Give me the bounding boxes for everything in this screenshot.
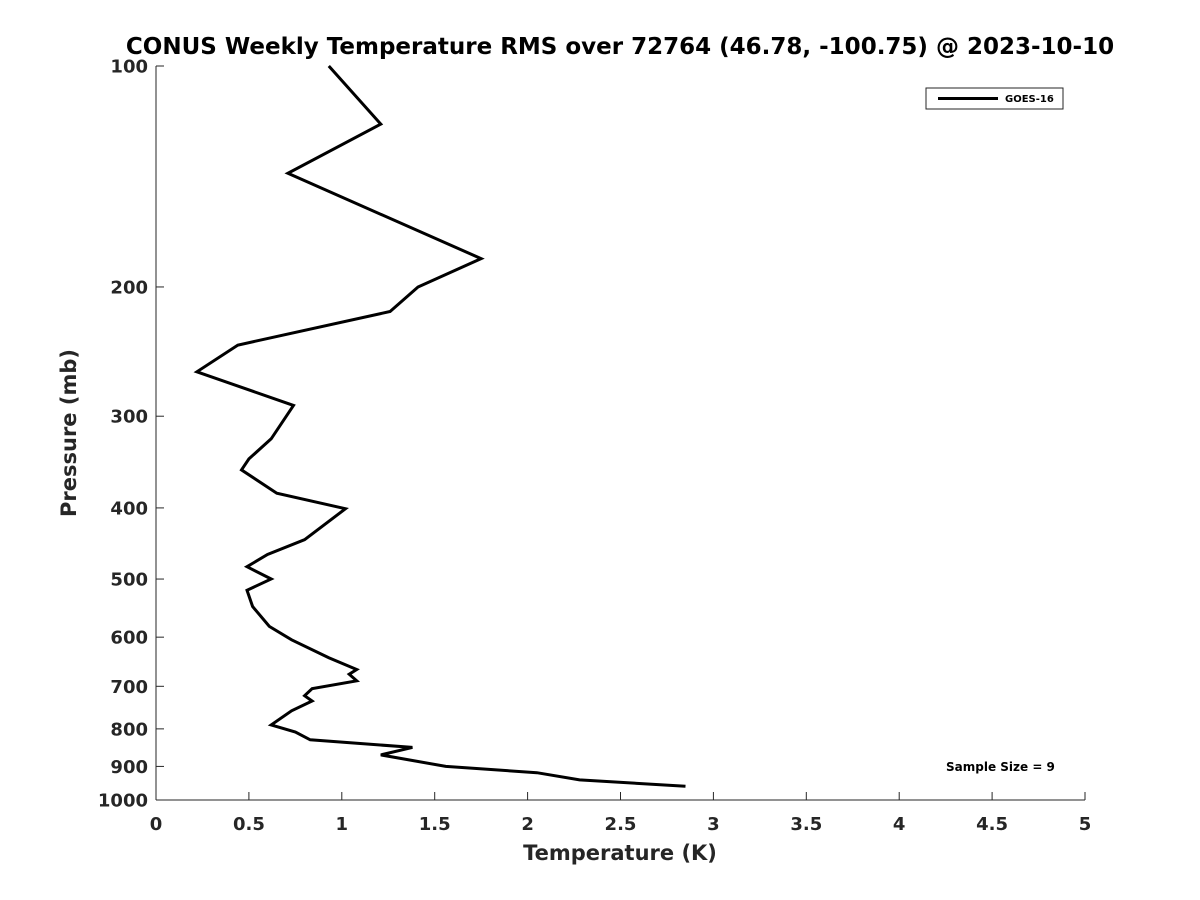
x-tick-label: 0.5 [233, 814, 265, 835]
x-tick-label: 2 [521, 814, 534, 835]
x-tick-group: 0 0.5 1 1.5 2 2.5 3 3.5 4 4.5 5 [150, 792, 1092, 835]
y-tick-label: 700 [110, 677, 148, 698]
x-tick-label: 2.5 [605, 814, 637, 835]
y-tick-label: 400 [110, 498, 148, 519]
x-axis-label: Temperature (K) [523, 841, 717, 865]
legend-label-goes-16: GOES-16 [1005, 94, 1054, 105]
plot-area: 0 0.5 1 1.5 2 2.5 3 3.5 4 4.5 5 100 200 300 400 500 600… [98, 57, 1091, 836]
x-tick-label: 3.5 [790, 814, 822, 835]
y-axis-label: Pressure (mb) [57, 349, 81, 517]
legend[interactable]: GOES-16 [925, 87, 1064, 110]
y-tick-label: 800 [110, 719, 148, 740]
x-tick-label: 0 [150, 814, 163, 835]
y-tick-group: 100 200 300 400 500 600 700 800 900 1000 [98, 57, 164, 812]
series-group [193, 64, 686, 788]
y-tick-label: 500 [110, 570, 148, 591]
y-tick-label: 300 [110, 407, 148, 428]
series-line-goes-16 [193, 64, 686, 788]
y-tick-label: 900 [110, 757, 148, 778]
x-tick-label: 4.5 [976, 814, 1008, 835]
y-tick-label: 600 [110, 628, 148, 649]
axes-background [156, 66, 1085, 800]
sample-size-annotation: Sample Size = 9 [946, 760, 1055, 774]
y-tick-label: 1000 [98, 791, 148, 812]
x-tick-label: 3 [707, 814, 720, 835]
x-tick-label: 5 [1079, 814, 1092, 835]
chart-title: CONUS Weekly Temperature RMS over 72764 … [126, 34, 1114, 60]
x-tick-label: 4 [893, 814, 906, 835]
x-tick-label: 1 [336, 814, 349, 835]
x-tick-label: 1.5 [419, 814, 451, 835]
y-tick-label: 100 [110, 57, 148, 78]
y-tick-label: 200 [110, 277, 148, 298]
